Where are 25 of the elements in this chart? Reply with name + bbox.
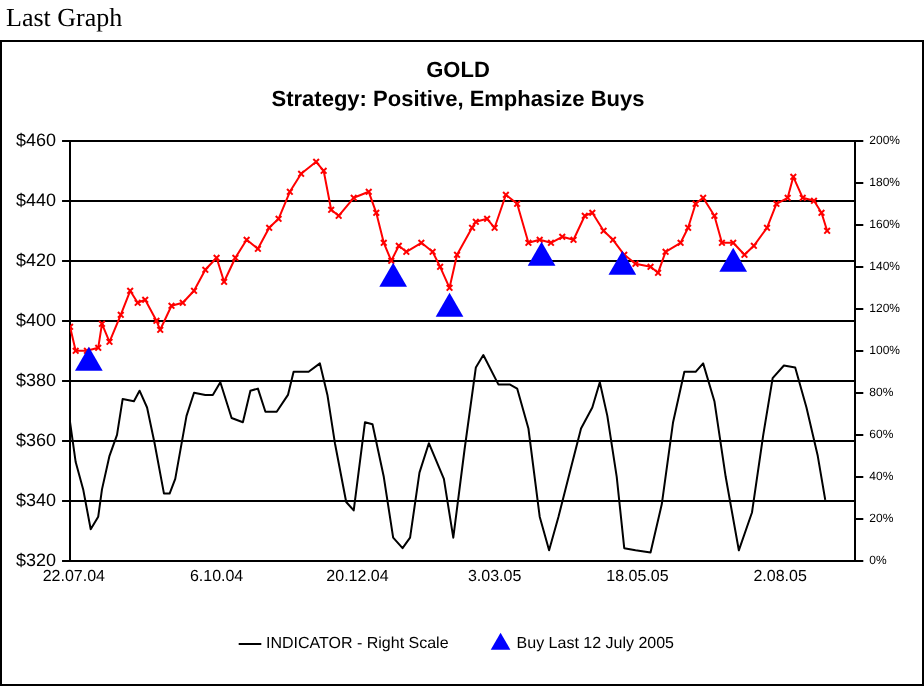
y-tick-label: $360 [15, 429, 57, 450]
chart-title: GOLD [426, 59, 490, 84]
point [527, 241, 556, 266]
point [608, 250, 637, 275]
point [379, 262, 408, 287]
point [435, 292, 464, 317]
y-tick-label: $340 [15, 489, 57, 510]
y-tick-label: $320 [15, 549, 57, 570]
x-tick-label: 22.07.04 [42, 566, 107, 585]
y-tick-label: $420 [15, 249, 57, 270]
point [719, 247, 748, 272]
legend-label: Buy Last 12 July 2005 [516, 634, 676, 653]
x-tick-label: 2.08.05 [753, 566, 808, 585]
text: Last Graph [6, 2, 123, 32]
y-tick-label: $440 [15, 189, 57, 210]
y-tick-label: $380 [15, 369, 57, 390]
x-tick-label: 20.12.04 [326, 566, 390, 585]
x-tick-label: 6.10.04 [189, 566, 245, 585]
point [74, 346, 103, 371]
chart-subtitle: Strategy: Positive, Emphasize Buys [271, 87, 645, 112]
y-tick-label: $460 [15, 129, 57, 150]
x-tick-label: 18.05.05 [606, 566, 670, 585]
y-tick-label: $400 [15, 309, 57, 330]
legend-label: INDICATOR - Right Scale [266, 634, 450, 653]
x-tick-label: 3.03.05 [467, 566, 523, 585]
